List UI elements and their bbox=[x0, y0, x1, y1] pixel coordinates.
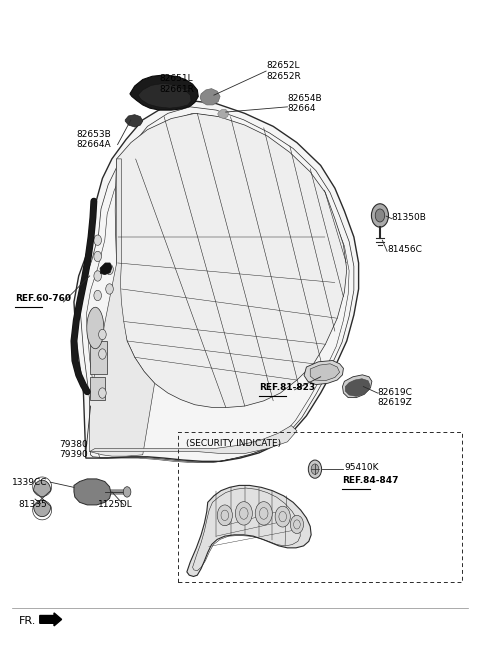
Circle shape bbox=[308, 460, 322, 478]
Circle shape bbox=[255, 502, 272, 525]
Polygon shape bbox=[74, 100, 359, 461]
Polygon shape bbox=[90, 341, 107, 373]
Circle shape bbox=[290, 516, 303, 533]
Circle shape bbox=[106, 264, 113, 275]
Polygon shape bbox=[74, 479, 111, 505]
Text: REF.60-760: REF.60-760 bbox=[14, 295, 71, 303]
Text: 1125DL: 1125DL bbox=[97, 501, 132, 510]
Text: 81456C: 81456C bbox=[387, 245, 422, 255]
Circle shape bbox=[94, 290, 101, 300]
Polygon shape bbox=[125, 115, 143, 127]
Text: 79380
79390: 79380 79390 bbox=[59, 440, 87, 459]
Text: 81335: 81335 bbox=[18, 501, 47, 510]
Text: 82619C
82619Z: 82619C 82619Z bbox=[378, 388, 412, 407]
Polygon shape bbox=[115, 113, 347, 407]
Circle shape bbox=[311, 464, 319, 474]
Polygon shape bbox=[342, 375, 372, 398]
Circle shape bbox=[98, 388, 106, 398]
Text: (SECURITY INDICATE): (SECURITY INDICATE) bbox=[186, 440, 281, 448]
Polygon shape bbox=[90, 159, 155, 456]
Text: 82652L
82652R: 82652L 82652R bbox=[266, 62, 301, 81]
Polygon shape bbox=[130, 75, 198, 110]
Circle shape bbox=[98, 349, 106, 359]
Text: FR.: FR. bbox=[18, 616, 36, 626]
Text: 1339CC: 1339CC bbox=[12, 478, 48, 487]
Polygon shape bbox=[90, 377, 105, 400]
FancyArrow shape bbox=[40, 613, 61, 626]
Text: 82651L
82661R: 82651L 82661R bbox=[159, 74, 194, 94]
Polygon shape bbox=[90, 426, 297, 453]
Circle shape bbox=[94, 235, 101, 245]
Circle shape bbox=[123, 487, 131, 497]
Text: 95410K: 95410K bbox=[344, 463, 379, 472]
Circle shape bbox=[106, 284, 113, 294]
Polygon shape bbox=[138, 83, 191, 108]
Circle shape bbox=[217, 505, 232, 525]
Polygon shape bbox=[34, 480, 51, 499]
Polygon shape bbox=[100, 263, 112, 275]
Polygon shape bbox=[87, 307, 104, 349]
Polygon shape bbox=[187, 485, 311, 577]
Circle shape bbox=[375, 209, 384, 222]
Polygon shape bbox=[200, 89, 220, 105]
Text: REF.84-847: REF.84-847 bbox=[342, 476, 398, 485]
Text: REF.81-823: REF.81-823 bbox=[259, 383, 315, 392]
Text: 82653B
82664A: 82653B 82664A bbox=[76, 130, 111, 149]
Circle shape bbox=[94, 251, 101, 262]
Text: 82654B
82664: 82654B 82664 bbox=[288, 94, 322, 113]
Polygon shape bbox=[345, 379, 370, 396]
Polygon shape bbox=[218, 110, 228, 119]
Circle shape bbox=[372, 204, 388, 227]
Circle shape bbox=[94, 271, 101, 281]
Text: 81350B: 81350B bbox=[392, 213, 427, 222]
Circle shape bbox=[98, 329, 106, 340]
Polygon shape bbox=[34, 499, 51, 516]
Circle shape bbox=[275, 506, 290, 527]
Polygon shape bbox=[310, 364, 340, 380]
Polygon shape bbox=[304, 361, 343, 384]
Circle shape bbox=[235, 502, 252, 525]
